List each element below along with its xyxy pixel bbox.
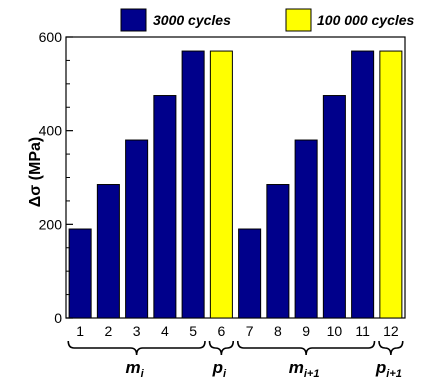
bar-12	[379, 50, 403, 319]
legend-label-100000-cycles: 100 000 cycles	[317, 12, 415, 28]
bar-6	[209, 50, 233, 319]
bar-1	[68, 228, 92, 319]
x-tick-label: 10	[327, 323, 343, 339]
x-tick-label: 1	[76, 323, 84, 339]
y-axis: 0 200 400 600	[39, 29, 73, 326]
group-brace	[378, 340, 404, 356]
bar-7	[238, 228, 262, 319]
bar-11	[351, 50, 375, 319]
legend-swatch-100000-cycles	[285, 8, 312, 32]
x-tick-label: 9	[302, 323, 310, 339]
bars	[68, 50, 403, 319]
x-axis: 1 2 3 4 5 6 7 8 9 10 11 12	[76, 323, 399, 339]
bar-8	[266, 184, 290, 319]
x-tick-label: 12	[383, 323, 399, 339]
group-label: pi+1	[375, 358, 402, 380]
y-axis-title: Δσ (MPa)	[27, 137, 44, 207]
bar-3	[125, 139, 149, 319]
y-tick-label: 0	[54, 310, 62, 326]
x-tick-label: 11	[355, 323, 370, 339]
group-label: mi+1	[289, 358, 320, 380]
x-tick-label: 2	[104, 323, 112, 339]
group-brace	[208, 340, 235, 356]
legend: 3000 cycles 100 000 cycles	[120, 8, 415, 32]
x-tick-label: 5	[189, 323, 197, 339]
group-label: mi	[126, 358, 145, 380]
y-tick-label: 400	[39, 123, 63, 139]
y-tick-label: 200	[39, 216, 63, 232]
y-tick-label: 600	[39, 29, 63, 45]
x-tick-label: 3	[133, 323, 141, 339]
bar-2	[96, 184, 120, 319]
x-tick-label: 8	[274, 323, 282, 339]
bar-4	[153, 95, 177, 319]
bar-5	[181, 50, 205, 319]
group-braces: mi pi mi+1 pi+1	[67, 340, 404, 380]
legend-swatch-3000-cycles	[120, 8, 147, 32]
bar-10	[322, 95, 346, 319]
bar-9	[294, 139, 318, 319]
x-tick-label: 4	[161, 323, 169, 339]
group-label: pi	[212, 358, 227, 380]
group-brace	[67, 340, 206, 356]
x-tick-label: 6	[217, 323, 225, 339]
legend-label-3000-cycles: 3000 cycles	[153, 12, 231, 28]
x-tick-label: 7	[246, 323, 254, 339]
group-brace	[236, 340, 376, 356]
